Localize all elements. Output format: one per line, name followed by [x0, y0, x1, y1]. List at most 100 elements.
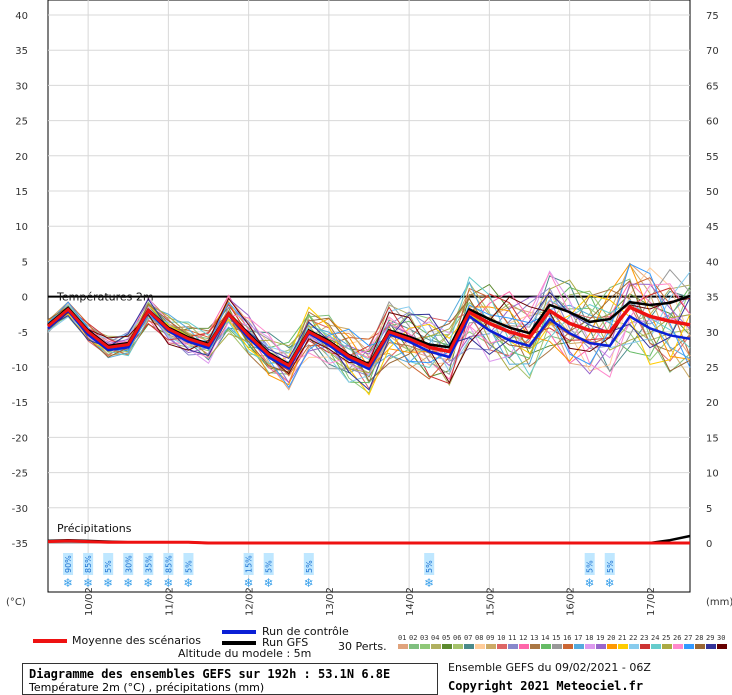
perturbation-id: 15 — [552, 634, 561, 642]
y-right-tick: 0 — [706, 539, 712, 550]
y-right-tick: 50 — [706, 187, 719, 198]
snow-prob-label: 35% — [144, 555, 153, 573]
y-right-tick: 75 — [706, 11, 719, 22]
snow-prob-bar — [604, 553, 615, 575]
snow-prob-bar — [243, 553, 254, 575]
perturbation-swatch — [508, 644, 518, 649]
perturbations-label: 30 Perts. — [338, 640, 387, 653]
perturbation-id: 22 — [629, 634, 638, 642]
y-right-tick: 45 — [706, 222, 719, 233]
perturbation-id: 21 — [618, 634, 627, 642]
legend-label-control: Run de contrôle — [262, 625, 349, 638]
precipitation-label: Précipitations — [57, 522, 132, 535]
perturbation-id: 10 — [497, 634, 506, 642]
perturbation-swatch — [651, 644, 661, 649]
y-right-tick: 60 — [706, 117, 719, 128]
perturbation-swatch — [629, 644, 639, 649]
perturbation-swatch — [596, 644, 606, 649]
snowflake-icon: ❄ — [163, 576, 173, 590]
snow-prob-bar — [103, 553, 114, 575]
perturbation-swatch — [673, 644, 683, 649]
snow-prob-bar — [424, 553, 435, 575]
y-right-tick: 35 — [706, 293, 719, 304]
snowflake-icon: ❄ — [585, 576, 595, 590]
snow-prob-label: 5% — [606, 560, 615, 573]
perturbation-swatch — [662, 644, 672, 649]
y-left-tick: -25 — [12, 469, 28, 480]
perturbation-swatch — [497, 644, 507, 649]
snow-probabilities: 90% ❄ 85% ❄ 5% ❄ 30% ❄ 35% ❄ 85% ❄ 5% ❄ 15% ❄ 5% ❄ 5% ❄ 5% ❄ 5… — [63, 553, 615, 590]
x-tick: 15/02 — [485, 587, 496, 616]
perturbation-line — [47, 263, 691, 389]
snowflake-icon: ❄ — [605, 576, 615, 590]
y-left-tick: -20 — [12, 433, 28, 444]
axis-ticks: 4035302520151050-5-10-15-20-25-30-357570… — [12, 11, 719, 616]
snow-prob-bar — [584, 553, 595, 575]
perturbation-id: 17 — [574, 634, 583, 642]
perturbation-id: 01 — [398, 634, 407, 642]
y-right-tick: 30 — [706, 328, 719, 339]
mean-series-line-top — [47, 305, 691, 368]
perturbation-id: 23 — [640, 634, 649, 642]
y-left-tick: -15 — [12, 398, 28, 409]
perturbation-swatch — [442, 644, 452, 649]
copyright: Copyright 2021 Meteociel.fr — [448, 679, 644, 693]
x-tick: 16/02 — [566, 587, 577, 616]
snowflake-icon: ❄ — [304, 576, 314, 590]
perturbation-line — [47, 279, 691, 374]
y-left-tick: 25 — [15, 117, 28, 128]
perturbation-id: 14 — [541, 634, 550, 642]
perturbation-swatch — [563, 644, 573, 649]
y-left-tick: -10 — [12, 363, 28, 374]
perturbation-id: 16 — [563, 634, 572, 642]
y-left-tick: 40 — [15, 11, 28, 22]
grid — [47, 0, 691, 593]
chart-title: Diagramme des ensembles GEFS sur 192h : … — [29, 667, 391, 681]
perturbation-swatch — [519, 644, 529, 649]
perturbation-id: 25 — [662, 634, 671, 642]
y-right-tick: 15 — [706, 433, 719, 444]
snow-prob-label: 5% — [305, 560, 314, 573]
y-left-tick: -35 — [12, 539, 28, 550]
x-tick: 13/02 — [325, 587, 336, 616]
perturbation-line — [47, 294, 691, 396]
perturbation-swatch — [431, 644, 441, 649]
perturbation-id: 20 — [607, 634, 616, 642]
y-left-tick: 0 — [22, 293, 28, 304]
perturbation-legend: 01 02 03 04 05 06 07 08 09 10 11 12 13 14 15 16 17 18 19 20… — [398, 634, 730, 652]
perturbation-id: 19 — [596, 634, 605, 642]
snow-prob-bar — [83, 553, 94, 575]
perturbation-id: 02 — [409, 634, 418, 642]
perturbation-swatch — [695, 644, 705, 649]
perturbation-swatch — [618, 644, 628, 649]
perturbation-swatch — [552, 644, 562, 649]
snow-prob-bar — [183, 553, 194, 575]
snow-prob-bar — [263, 553, 274, 575]
legend-swatch-control — [222, 630, 256, 634]
snow-prob-label: 30% — [124, 555, 133, 573]
snow-prob-label: 90% — [64, 555, 73, 573]
perturbation-swatch — [574, 644, 584, 649]
y-right-tick: 25 — [706, 363, 719, 374]
legend-swatch-gfs — [222, 641, 256, 645]
snowflake-icon: ❄ — [143, 576, 153, 590]
title-box: Diagramme des ensembles GEFS sur 192h : … — [22, 663, 438, 695]
snow-prob-label: 5% — [184, 560, 193, 573]
y-left-tick: 20 — [15, 152, 28, 163]
x-tick: 12/02 — [245, 587, 256, 616]
legend-swatch-mean — [33, 639, 67, 643]
y-right-tick: 40 — [706, 257, 719, 268]
perturbation-id: 26 — [673, 634, 682, 642]
precip-mean-line — [47, 539, 690, 545]
perturbation-id: 04 — [431, 634, 440, 642]
perturbation-swatch — [640, 644, 650, 649]
perturbation-id: 13 — [530, 634, 539, 642]
snowflake-icon: ❄ — [63, 576, 73, 590]
perturbation-swatch — [486, 644, 496, 649]
perturbation-id: 11 — [508, 634, 517, 642]
main-series — [46, 294, 691, 371]
y-right-tick: 5 — [706, 504, 712, 515]
perturbation-id: 08 — [475, 634, 484, 642]
perturbation-line — [47, 281, 691, 384]
